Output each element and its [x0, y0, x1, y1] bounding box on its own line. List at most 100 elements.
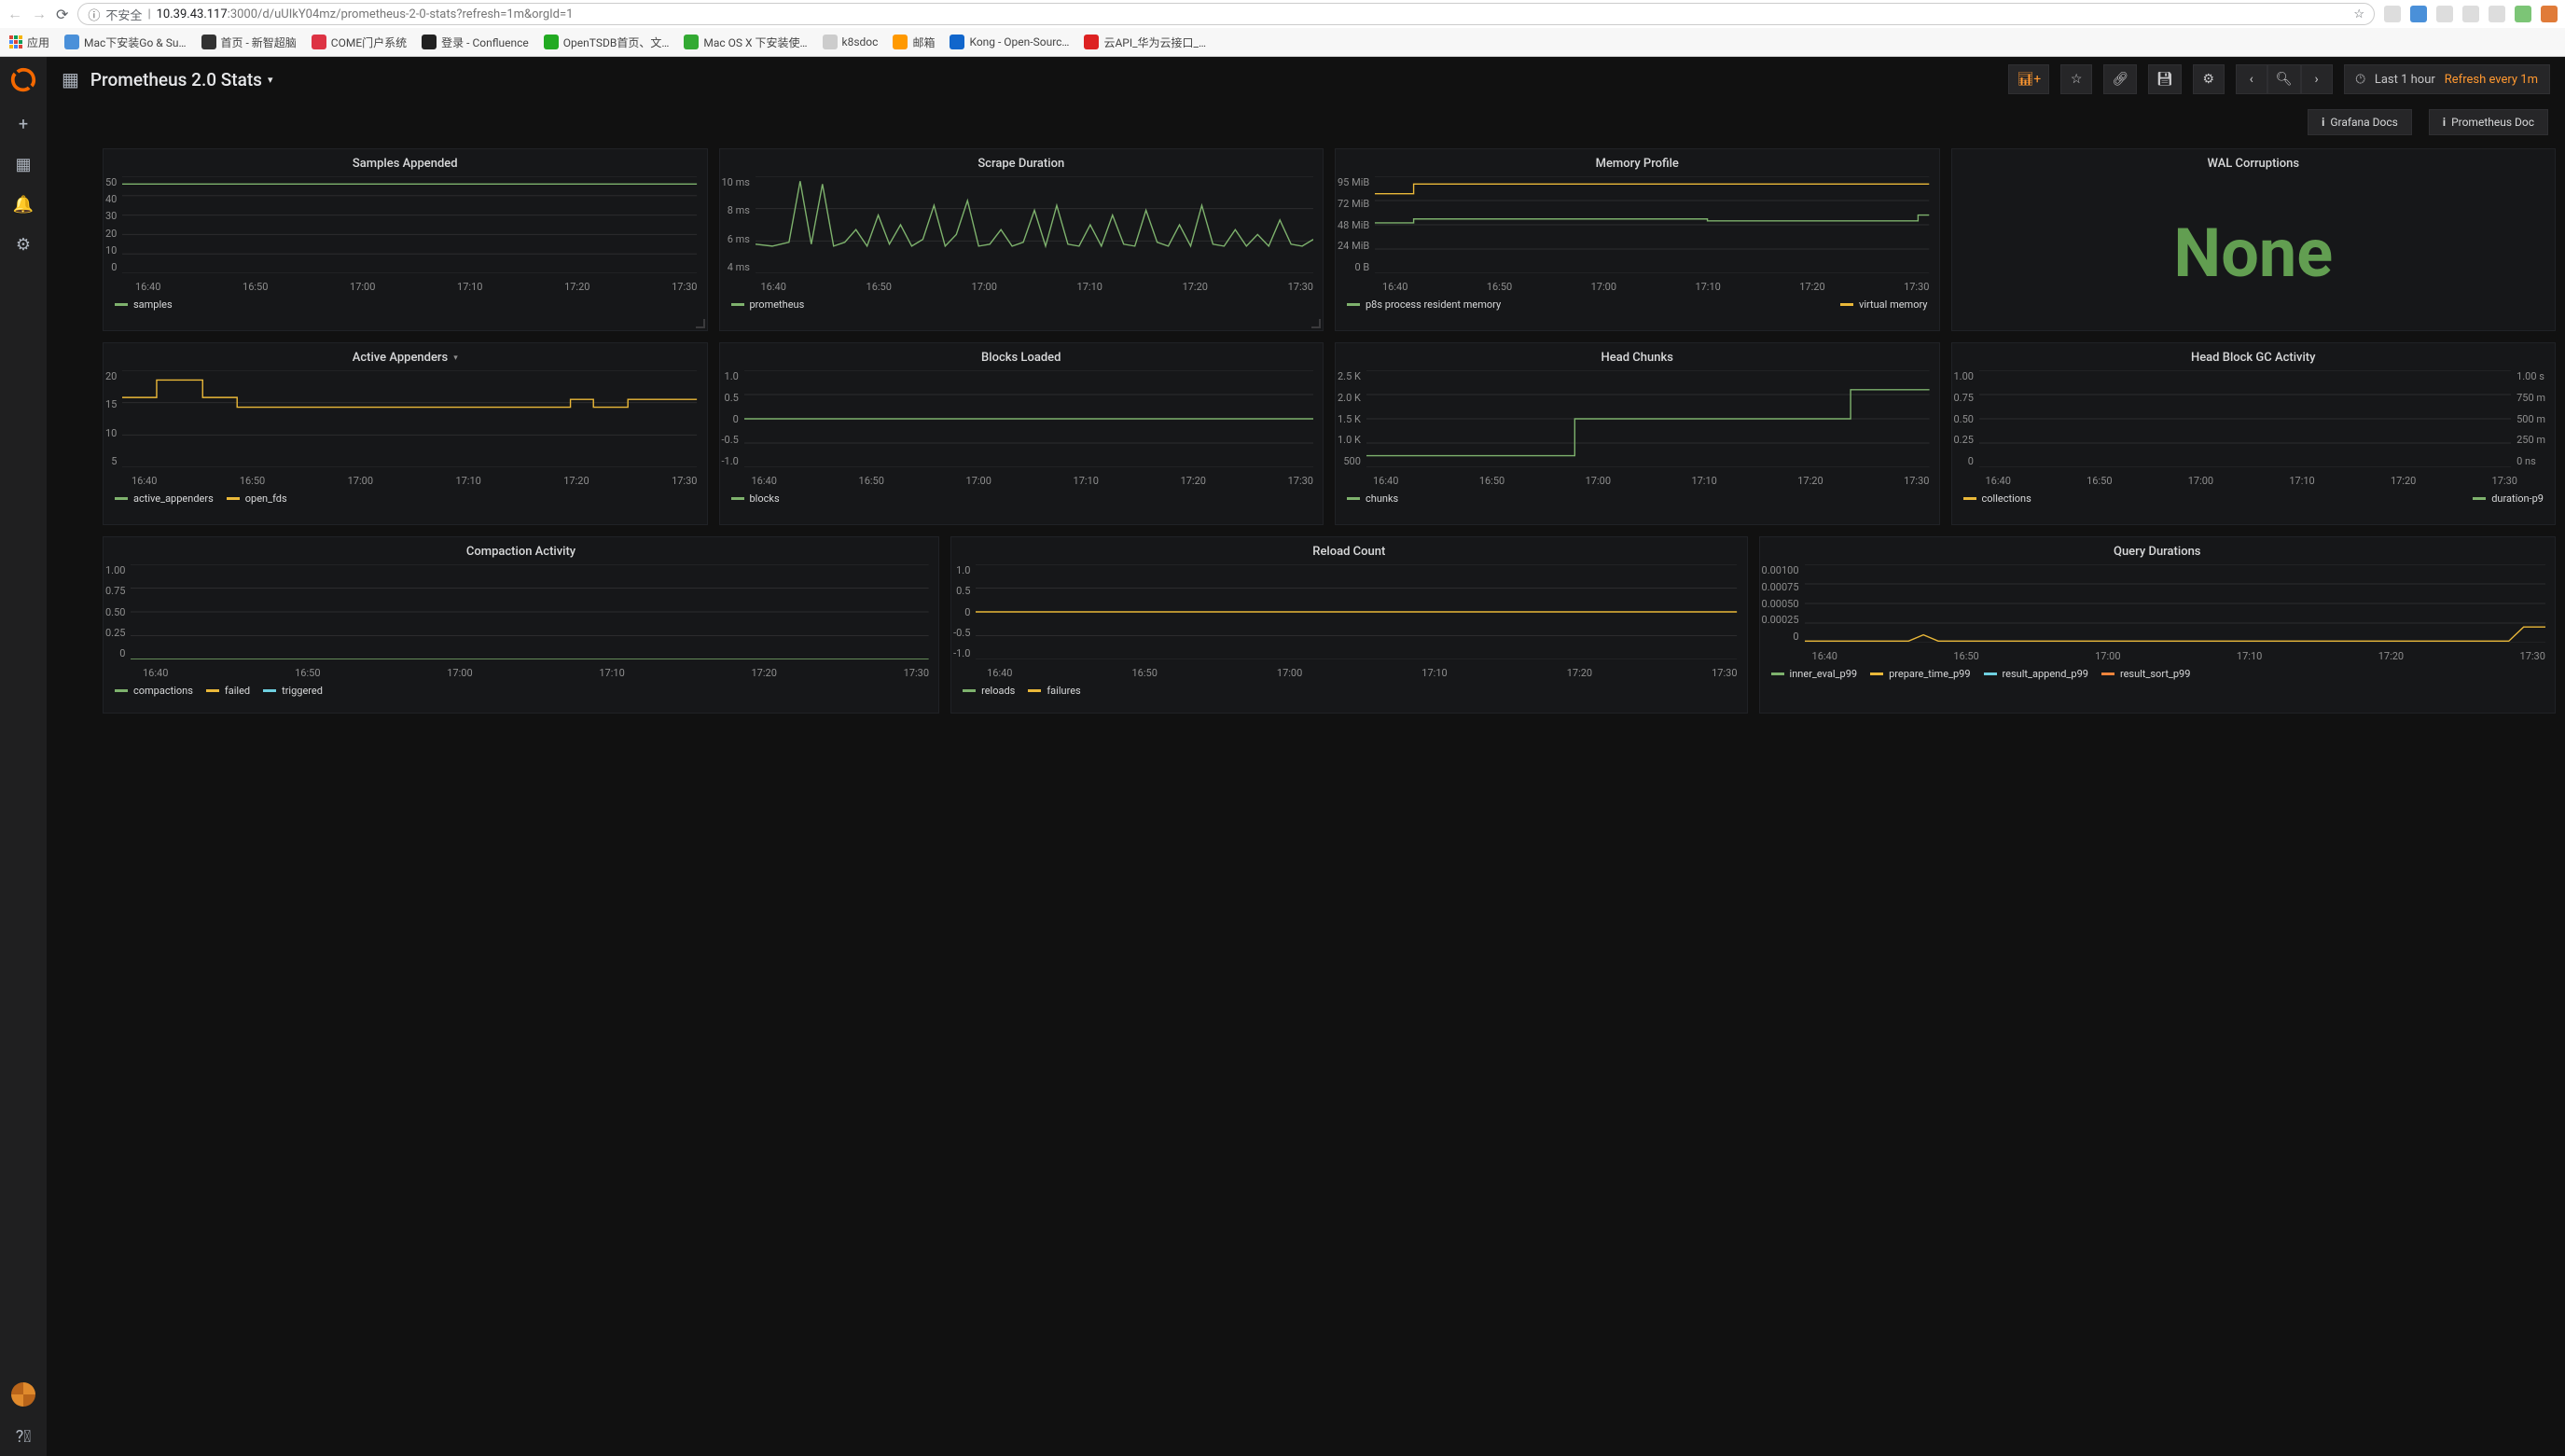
bookmark-item[interactable]: OpenTSDB首页、文… — [544, 35, 670, 50]
legend-item[interactable]: inner_eval_p99 — [1771, 668, 1858, 680]
save-button[interactable]: 💾︎ — [2148, 64, 2182, 94]
sidebar: + ▦ 🔔 ⚙ ?⃝ — [0, 57, 47, 1456]
panel-scrape-duration[interactable]: Scrape Duration 10 ms8 ms6 ms4 ms 16:401… — [719, 148, 1324, 331]
ext-icon[interactable] — [2541, 6, 2558, 22]
bookmark-item[interactable]: COME门户系统 — [312, 35, 407, 50]
url-text: 10.39.43.117:3000/d/uUIkY04mz/prometheus… — [157, 7, 2349, 21]
dashboard-title[interactable]: Prometheus 2.0 Stats▾ — [90, 69, 273, 90]
panel-title: Query Durations — [1760, 537, 2555, 564]
legend-item[interactable]: virtual memory — [1840, 298, 1927, 311]
legend-item[interactable]: prometheus — [731, 298, 805, 311]
bookmark-star-icon[interactable]: ☆ — [2353, 7, 2364, 21]
apps-button[interactable]: 应用 — [9, 35, 49, 50]
dashboard-icon[interactable]: ▦ — [62, 68, 79, 90]
panel-title: Head Block GC Activity — [1952, 343, 2556, 370]
dashboard-settings-button[interactable]: ⚙ — [2193, 64, 2225, 94]
panel-head-gc[interactable]: Head Block GC Activity 1.000.750.500.250… — [1951, 342, 2557, 525]
main: ▦ Prometheus 2.0 Stats▾ 📊︎+ ☆ 🔗︎ 💾︎ ⚙ ‹ … — [47, 57, 2565, 1456]
grafana-logo-icon[interactable] — [9, 66, 37, 94]
legend-item[interactable]: prepare_time_p99 — [1870, 668, 1970, 680]
time-back-button[interactable]: ‹ — [2236, 64, 2267, 94]
settings-icon[interactable]: ⚙ — [16, 235, 31, 255]
info-icon: ⓘ — [88, 6, 100, 23]
legend-item[interactable]: p8s process resident memory — [1347, 298, 1501, 311]
star-button[interactable]: ☆ — [2060, 64, 2092, 94]
panel-title: Head Chunks — [1336, 343, 1939, 370]
panel-wal-corruptions[interactable]: WAL Corruptions None — [1951, 148, 2557, 331]
panel-title: Scrape Duration — [720, 149, 1324, 176]
panel-active-appenders[interactable]: Active Appenders▾ 2015105 16:4016:5017:0… — [103, 342, 708, 525]
refresh-interval-label: Refresh every 1m — [2445, 73, 2538, 87]
bookmark-item[interactable]: k8sdoc — [823, 35, 879, 49]
time-range-picker[interactable]: 🕐︎ Last 1 hour Refresh every 1m — [2344, 64, 2550, 94]
extension-icons — [2384, 6, 2558, 22]
ext-icon[interactable] — [2489, 6, 2505, 22]
share-button[interactable]: 🔗︎ — [2103, 64, 2137, 94]
grafana-app: + ▦ 🔔 ⚙ ?⃝ ▦ Prometheus 2.0 Stats▾ 📊︎+ ☆… — [0, 57, 2565, 1456]
ext-icon[interactable] — [2436, 6, 2453, 22]
ext-icon[interactable] — [2515, 6, 2531, 22]
legend-item[interactable]: open_fds — [227, 492, 287, 505]
panel-query-durations[interactable]: Query Durations 0.001000.000750.000500.0… — [1759, 536, 2556, 714]
alerts-icon[interactable]: 🔔 — [13, 195, 34, 215]
dashboards-icon[interactable]: ▦ — [15, 155, 31, 174]
legend-item[interactable]: result_append_p99 — [1984, 668, 2088, 680]
legend-item[interactable]: compactions — [115, 685, 193, 697]
legend-item[interactable]: samples — [115, 298, 173, 311]
bookmark-item[interactable]: 邮箱 — [893, 35, 935, 50]
legend-item[interactable]: reloads — [963, 685, 1015, 697]
address-bar: ← → ⟳ ⓘ 不安全 | 10.39.43.117:3000/d/uUIkY0… — [0, 0, 2565, 28]
avatar[interactable] — [11, 1382, 35, 1407]
legend-item[interactable]: active_appenders — [115, 492, 214, 505]
bookmark-item[interactable]: 首页 - 新智超脑 — [201, 35, 297, 50]
panel-title: Reload Count — [951, 537, 1746, 564]
topbar: ▦ Prometheus 2.0 Stats▾ 📊︎+ ☆ 🔗︎ 💾︎ ⚙ ‹ … — [47, 57, 2565, 102]
resize-handle[interactable] — [696, 319, 705, 328]
forward-icon[interactable]: → — [32, 5, 47, 23]
doc-links: iGrafana Docs iPrometheus Doc — [47, 102, 2565, 148]
browser-chrome: ← → ⟳ ⓘ 不安全 | 10.39.43.117:3000/d/uUIkY0… — [0, 0, 2565, 57]
reload-icon[interactable]: ⟳ — [56, 6, 68, 23]
ext-icon[interactable] — [2410, 6, 2427, 22]
bookmark-item[interactable]: Mac下安装Go & Su… — [64, 35, 187, 50]
time-nav: ‹ 🔍︎ › — [2236, 64, 2333, 94]
panel-title: Blocks Loaded — [720, 343, 1324, 370]
panel-title: WAL Corruptions — [1952, 149, 2556, 176]
ext-icon[interactable] — [2384, 6, 2401, 22]
panel-grid: Samples Appended 50403020100 16:4016:501… — [47, 148, 2565, 1456]
legend-item[interactable]: failed — [206, 685, 250, 697]
panel-reload-count[interactable]: Reload Count 1.00.50-0.5-1.0 16:4016:501… — [950, 536, 1747, 714]
legend-item[interactable]: triggered — [263, 685, 323, 697]
url-field[interactable]: ⓘ 不安全 | 10.39.43.117:3000/d/uUIkY04mz/pr… — [77, 3, 2375, 25]
ext-icon[interactable] — [2462, 6, 2479, 22]
prometheus-docs-link[interactable]: iPrometheus Doc — [2429, 109, 2548, 135]
legend-item[interactable]: duration-p9 — [2473, 492, 2544, 505]
legend-item[interactable]: failures — [1028, 685, 1080, 697]
help-icon[interactable]: ?⃝ — [16, 1427, 32, 1447]
legend-item[interactable]: chunks — [1347, 492, 1398, 505]
panel-samples-appended[interactable]: Samples Appended 50403020100 16:4016:501… — [103, 148, 708, 331]
zoom-out-button[interactable]: 🔍︎ — [2267, 64, 2301, 94]
time-forward-button[interactable]: › — [2301, 64, 2333, 94]
panel-memory-profile[interactable]: Memory Profile 95 MiB72 MiB48 MiB24 MiB0… — [1335, 148, 1940, 331]
legend-item[interactable]: collections — [1963, 492, 2031, 505]
legend-item[interactable]: result_sort_p99 — [2101, 668, 2191, 680]
back-icon[interactable]: ← — [7, 5, 22, 23]
panel-head-chunks[interactable]: Head Chunks 2.5 K2.0 K1.5 K1.0 K500 16:4… — [1335, 342, 1940, 525]
add-icon[interactable]: + — [19, 115, 28, 134]
bookmark-item[interactable]: Kong - Open-Sourc… — [950, 35, 1069, 49]
grafana-docs-link[interactable]: iGrafana Docs — [2308, 109, 2412, 135]
panel-title: Active Appenders▾ — [104, 343, 707, 370]
chevron-down-icon: ▾ — [453, 354, 458, 363]
panel-compaction-activity[interactable]: Compaction Activity 1.000.750.500.250 16… — [103, 536, 939, 714]
panel-blocks-loaded[interactable]: Blocks Loaded 1.00.50-0.5-1.0 16:4016:50… — [719, 342, 1324, 525]
resize-handle[interactable] — [1311, 319, 1321, 328]
add-panel-button[interactable]: 📊︎+ — [2008, 64, 2049, 94]
bookmark-item[interactable]: 云API_华为云接口_… — [1084, 35, 1206, 50]
bookmark-item[interactable]: Mac OS X 下安装使… — [684, 35, 807, 50]
panel-title: Memory Profile — [1336, 149, 1939, 176]
time-range-label: Last 1 hour — [2375, 73, 2435, 87]
legend-item[interactable]: blocks — [731, 492, 780, 505]
chevron-down-icon: ▾ — [268, 74, 273, 86]
bookmark-item[interactable]: 登录 - Confluence — [422, 35, 529, 50]
